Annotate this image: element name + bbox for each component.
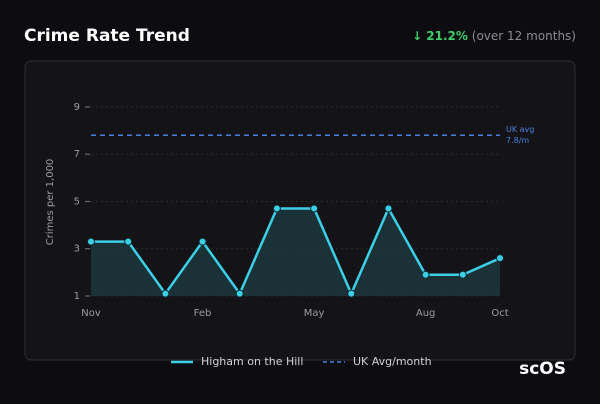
- y-tick-label: 9: [74, 102, 80, 113]
- point: [87, 237, 95, 246]
- area: [91, 208, 500, 296]
- point: [198, 237, 207, 246]
- x-tick-label: Nov: [81, 308, 101, 319]
- y-tick-label: 1: [74, 291, 80, 302]
- legend-label: Higham on the Hill: [201, 355, 303, 368]
- point: [496, 254, 504, 263]
- y-axis-label: Crimes per 1,000: [45, 159, 56, 246]
- x-tick-label: Oct: [491, 308, 508, 319]
- line: [91, 207, 501, 295]
- legend-label: UK Avg/month: [353, 355, 432, 368]
- point: [384, 204, 393, 213]
- change-value: ↓ 21.2%: [412, 29, 468, 43]
- point: [421, 270, 430, 279]
- x-tick-label: May: [304, 308, 325, 319]
- brand-logo: scOS: [519, 359, 566, 379]
- x-tick-label: Feb: [194, 308, 212, 319]
- point: [161, 289, 170, 298]
- chart-title: Crime Rate Trend: [24, 26, 190, 46]
- change-period: (over 12 months): [472, 29, 576, 43]
- reference-label: 7.8/m: [506, 136, 529, 145]
- point: [458, 270, 467, 279]
- y-tick-label: 5: [74, 196, 80, 207]
- change-summary: ↓ 21.2% (over 12 months): [412, 29, 576, 43]
- x-tick-label: Aug: [416, 308, 436, 319]
- y-tick-label: 7: [74, 149, 80, 160]
- y-tick-label: 3: [74, 244, 80, 255]
- reference-label: UK avg: [506, 125, 534, 134]
- legend: Higham on the Hill UK Avg/month: [171, 355, 432, 368]
- point: [124, 237, 133, 246]
- point: [272, 204, 281, 213]
- point: [310, 204, 319, 213]
- point: [235, 289, 244, 298]
- point: [347, 289, 356, 298]
